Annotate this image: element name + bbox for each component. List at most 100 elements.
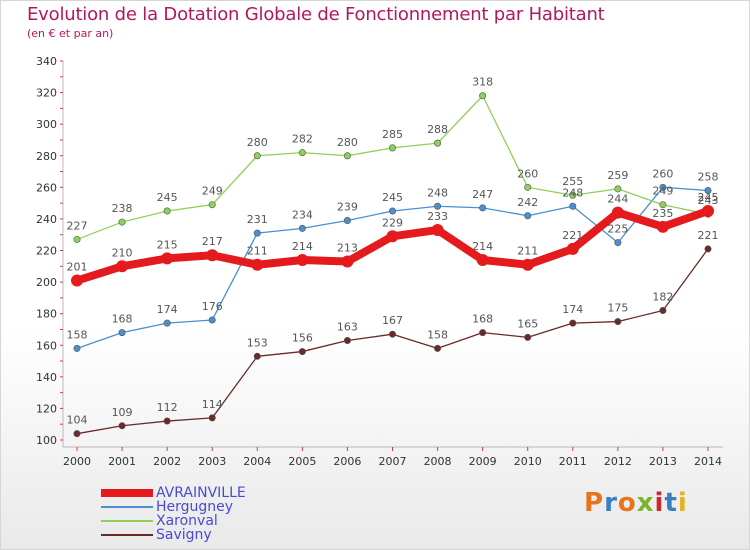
x-tick-label: 2010 <box>514 455 542 468</box>
data-label-savigny: 112 <box>157 401 178 414</box>
legend-label: AVRAINVILLE <box>156 485 246 501</box>
y-tick-label: 140 <box>36 371 57 384</box>
data-point-hergugney <box>479 204 487 212</box>
y-tick-label: 280 <box>36 150 57 163</box>
data-label-avrainville: 221 <box>562 229 583 242</box>
data-point-avrainville <box>251 258 264 271</box>
data-label-hergugney: 176 <box>202 300 223 313</box>
data-label-xaronval: 288 <box>427 123 448 136</box>
data-label-avrainville: 213 <box>337 242 358 255</box>
data-point-avrainville <box>702 205 714 218</box>
x-tick-label: 2007 <box>379 455 407 468</box>
data-point-savigny <box>614 318 622 326</box>
data-label-xaronval: 260 <box>517 167 538 180</box>
data-point-avrainville <box>206 249 219 262</box>
data-label-avrainville: 215 <box>157 238 178 251</box>
data-point-hergugney <box>434 202 442 210</box>
data-point-avrainville <box>161 252 174 265</box>
x-tick-label: 2012 <box>604 455 632 468</box>
data-label-hergugney: 260 <box>652 167 673 180</box>
x-tick-label: 2002 <box>153 455 181 468</box>
data-point-savigny <box>343 337 351 345</box>
y-tick-label: 300 <box>36 118 57 131</box>
data-point-xaronval <box>73 235 81 243</box>
y-tick-label: 180 <box>36 308 57 321</box>
data-label-xaronval: 259 <box>607 169 628 182</box>
data-label-avrainville: 211 <box>517 245 538 258</box>
data-point-hergugney <box>343 216 351 224</box>
data-label-savigny: 167 <box>382 314 403 327</box>
legend-label: Xaronval <box>156 513 218 529</box>
data-label-hergugney: 247 <box>472 188 493 201</box>
logo-letter: r <box>604 488 618 518</box>
data-point-xaronval <box>434 139 442 147</box>
legend-label: Savigny <box>156 527 212 543</box>
data-point-hergugney <box>208 316 216 324</box>
data-label-hergugney: 248 <box>562 186 583 199</box>
data-point-savigny <box>73 430 81 438</box>
x-tick-label: 2009 <box>469 455 497 468</box>
data-point-xaronval <box>298 149 306 157</box>
x-tick-label: 2005 <box>288 455 316 468</box>
data-point-savigny <box>163 417 171 425</box>
data-point-avrainville <box>476 253 489 266</box>
data-point-avrainville <box>296 253 309 266</box>
data-label-avrainville: 235 <box>652 207 673 220</box>
data-point-savigny <box>298 348 306 356</box>
data-label-hergugney: 245 <box>382 191 403 204</box>
data-point-avrainville <box>431 223 444 236</box>
data-point-hergugney <box>704 186 712 194</box>
data-label-savigny: 174 <box>562 303 583 316</box>
chart-series-lines <box>71 92 714 438</box>
data-label-hergugney: 239 <box>337 200 358 213</box>
x-tick-label: 2013 <box>649 455 677 468</box>
data-point-savigny <box>479 329 487 337</box>
data-point-savigny <box>569 319 577 327</box>
data-label-avrainville: 214 <box>472 240 493 253</box>
data-label-xaronval: 255 <box>562 175 583 188</box>
legend-swatch <box>101 489 153 497</box>
data-point-xaronval <box>208 201 216 209</box>
data-label-savigny: 104 <box>67 414 88 427</box>
x-tick-label: 2001 <box>108 455 136 468</box>
data-point-hergugney <box>614 239 622 247</box>
data-label-savigny: 153 <box>247 336 268 349</box>
data-point-xaronval <box>479 92 487 100</box>
data-label-savigny: 156 <box>292 332 313 345</box>
x-tick-label: 2014 <box>694 455 722 468</box>
legend-swatch <box>101 520 153 522</box>
y-tick-label: 320 <box>36 87 57 100</box>
data-point-xaronval <box>659 201 667 209</box>
chart-title: Evolution de la Dotation Globale de Fonc… <box>27 4 605 25</box>
y-tick-label: 340 <box>36 55 57 68</box>
data-label-savigny: 165 <box>517 317 538 330</box>
data-label-hergugney: 258 <box>698 170 719 183</box>
data-label-hergugney: 168 <box>112 313 133 326</box>
data-label-xaronval: 280 <box>247 136 268 149</box>
data-label-avrainville: 229 <box>382 216 403 229</box>
data-point-savigny <box>434 344 442 352</box>
data-label-hergugney: 174 <box>157 303 178 316</box>
y-tick-label: 100 <box>36 434 57 447</box>
y-tick-label: 160 <box>36 339 57 352</box>
data-point-savigny <box>253 352 261 360</box>
data-point-avrainville <box>656 220 669 233</box>
y-tick-label: 240 <box>36 213 57 226</box>
data-label-savigny: 175 <box>607 302 628 315</box>
data-point-xaronval <box>343 152 351 160</box>
y-tick-label: 220 <box>36 245 57 258</box>
data-point-savigny <box>704 245 712 253</box>
y-tick-label: 260 <box>36 181 57 194</box>
data-point-savigny <box>388 330 396 338</box>
x-tick-label: 2004 <box>243 455 271 468</box>
data-point-avrainville <box>341 255 354 268</box>
data-point-xaronval <box>524 183 532 191</box>
data-label-xaronval: 282 <box>292 133 313 146</box>
logo-letter: i <box>677 488 688 518</box>
data-point-hergugney <box>253 229 261 237</box>
data-label-savigny: 114 <box>202 398 223 411</box>
data-point-avrainville <box>386 230 399 243</box>
data-point-savigny <box>659 307 667 315</box>
